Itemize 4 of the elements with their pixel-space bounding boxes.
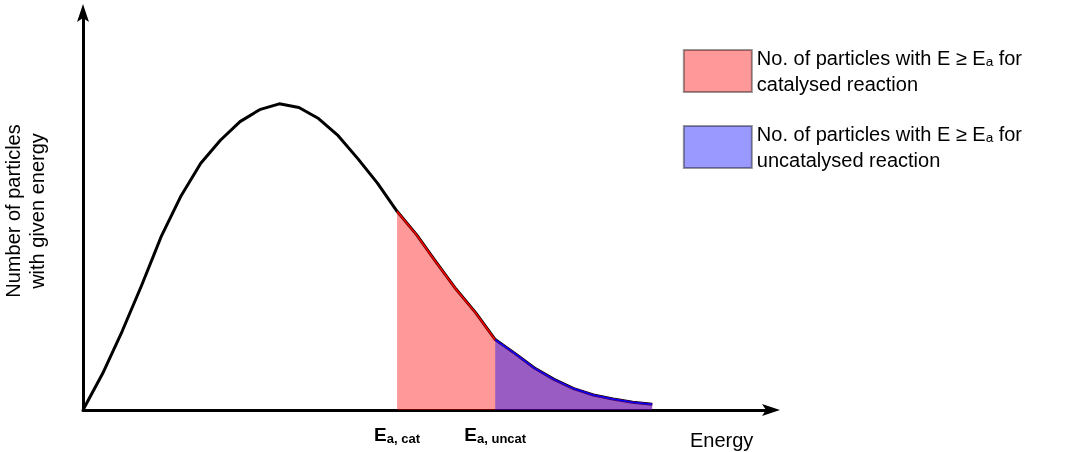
legend-label: No. of particles with E ≥ Eₐ for catalysed reaction (756, 47, 1023, 95)
x-axis-title: Energy (690, 429, 754, 451)
y-axis-title: Number of particles with given energy (2, 124, 48, 298)
legend-label: No. of particles with E ≥ Eₐ for uncatalysed reaction (756, 123, 1023, 171)
